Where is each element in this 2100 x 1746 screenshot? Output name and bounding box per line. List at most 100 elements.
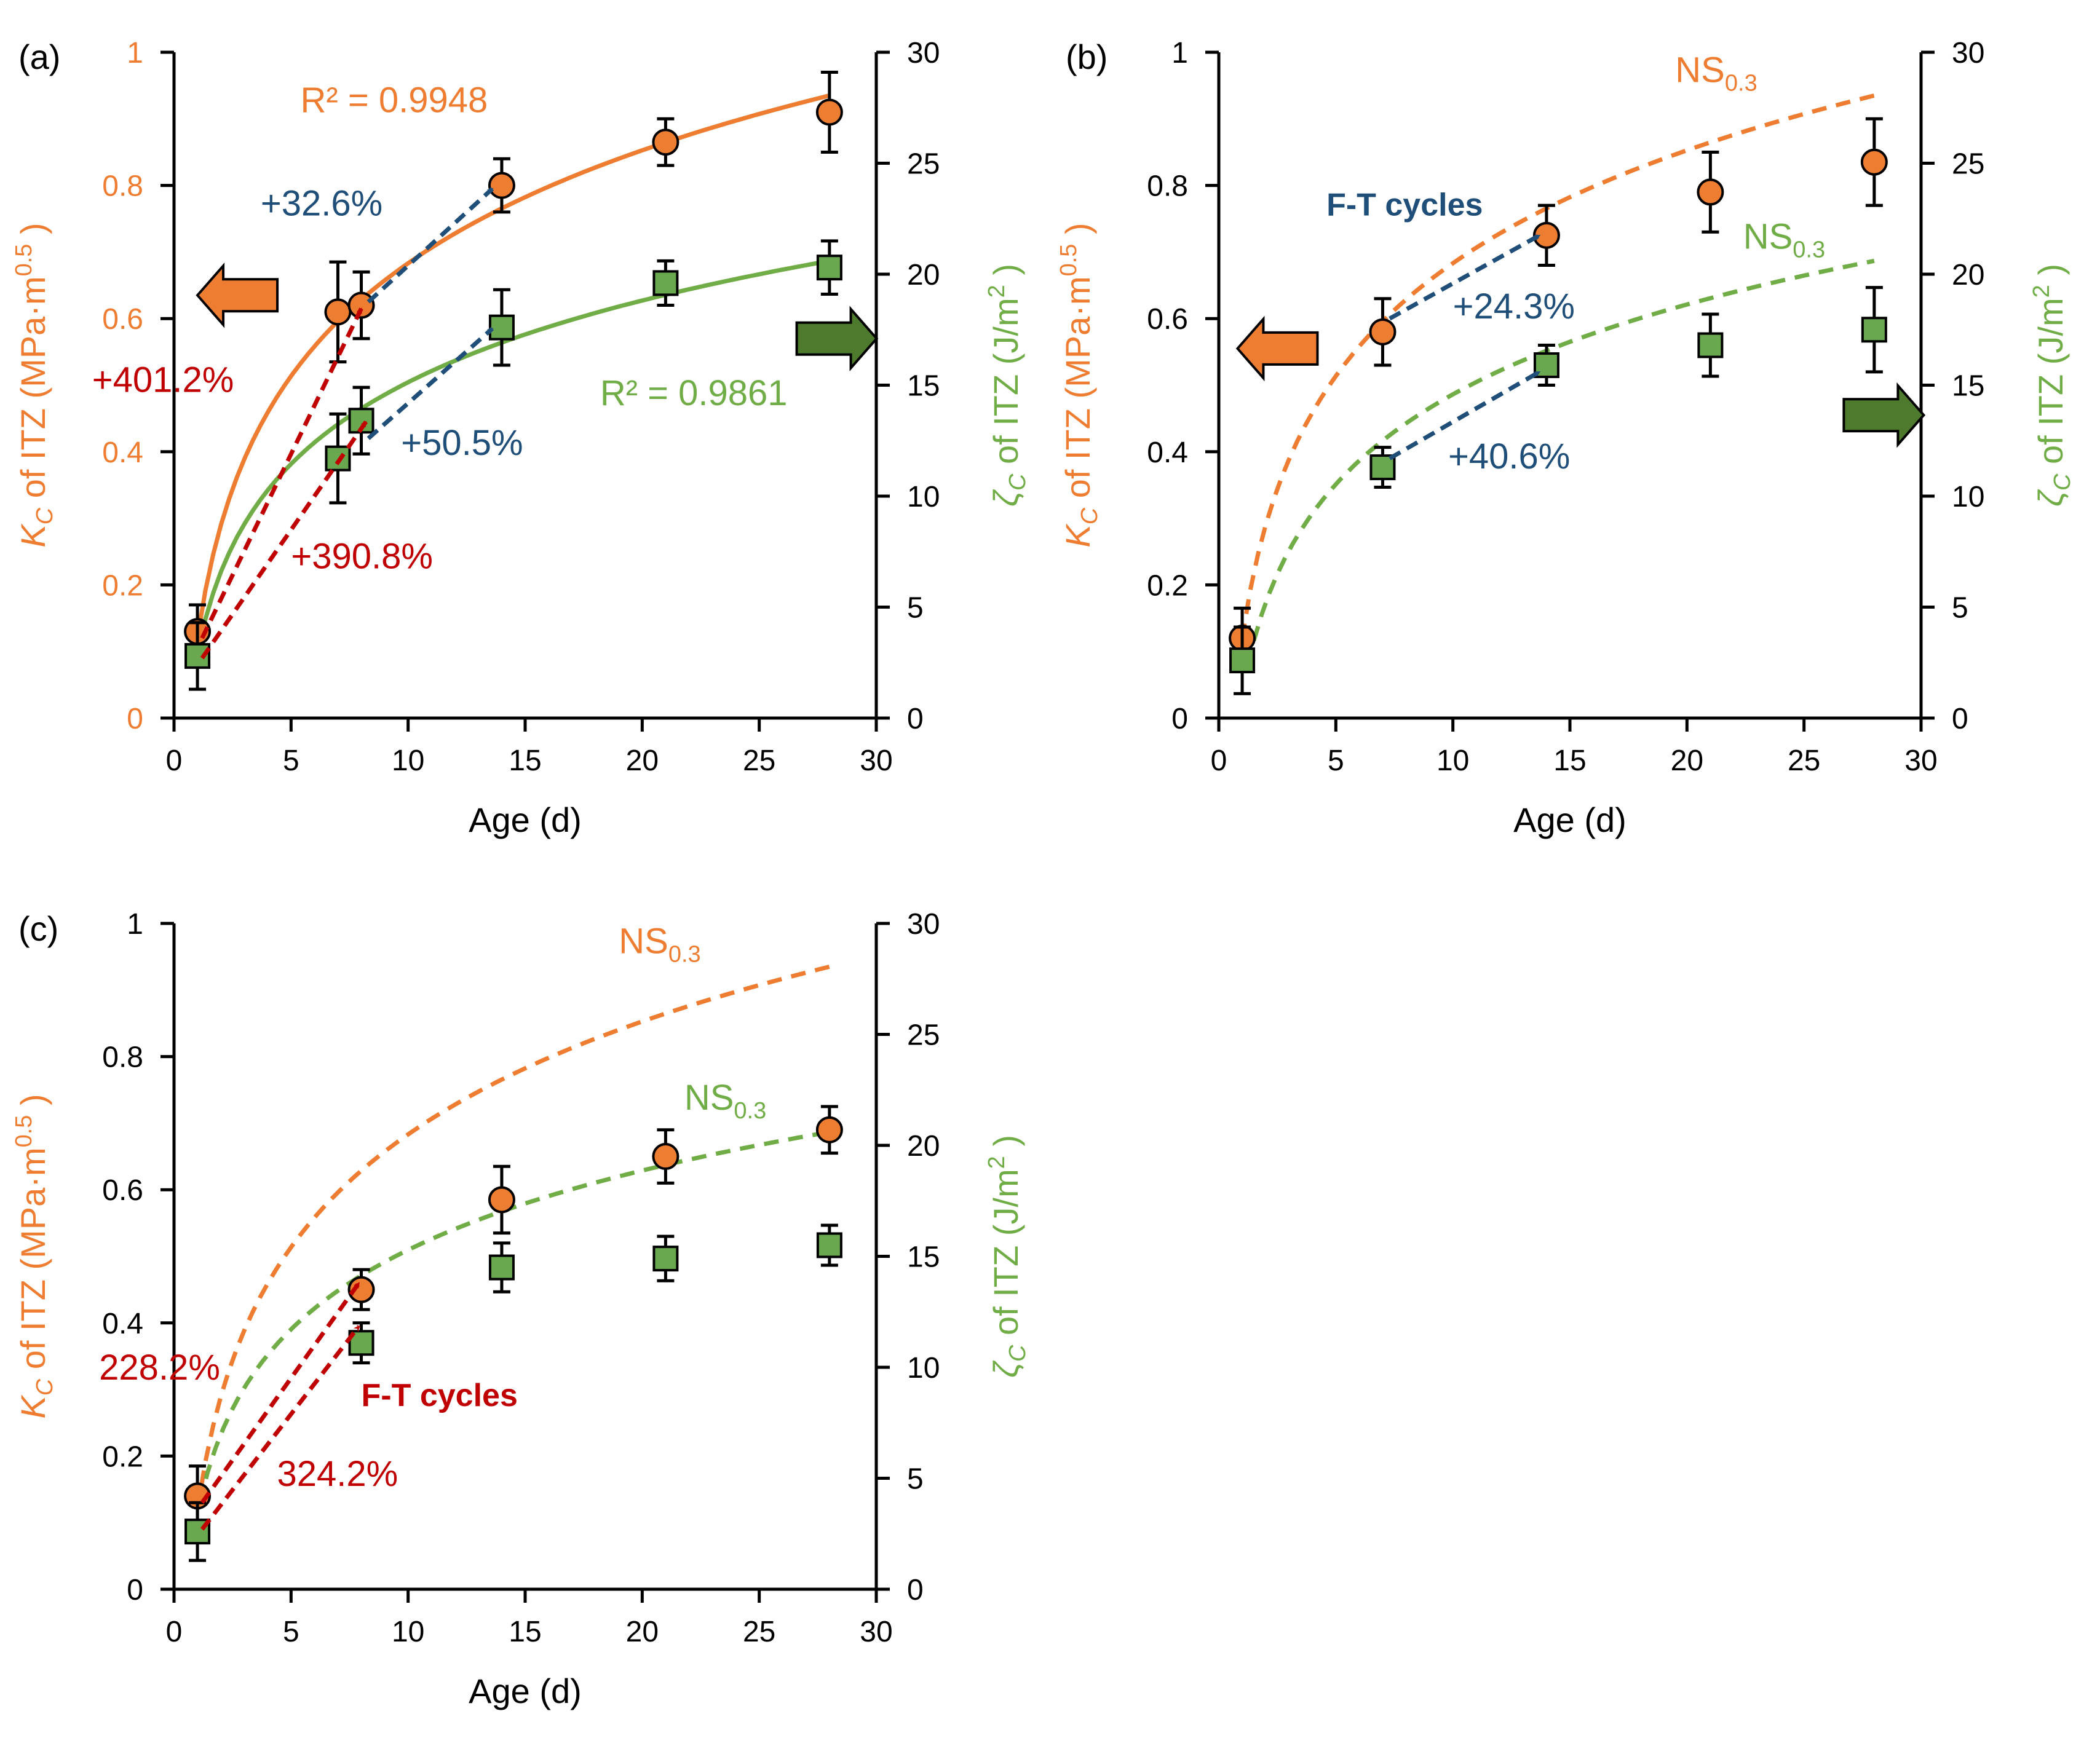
y-right-tick-label: 25 bbox=[1952, 148, 1984, 181]
annotation-text: F-T cycles bbox=[1326, 187, 1483, 223]
x-tick-label: 30 bbox=[860, 745, 892, 777]
y-left-tick-label: 0 bbox=[127, 1574, 143, 1606]
data-point-square bbox=[1861, 317, 1887, 343]
series-circle bbox=[184, 70, 843, 660]
y-axis-left-label: KC of ITZ (MPa·m0.5 ) bbox=[11, 223, 58, 547]
annotation-text: R² = 0.9948 bbox=[301, 80, 488, 120]
x-tick-label: 10 bbox=[392, 745, 424, 777]
x-tick-label: 15 bbox=[509, 1616, 541, 1648]
y-right-tick-label: 10 bbox=[1952, 481, 1984, 513]
x-tick-label: 20 bbox=[1671, 745, 1703, 777]
data-point-square bbox=[1697, 332, 1724, 358]
fit-curve-right bbox=[1251, 258, 1875, 641]
annotation-arrow bbox=[1389, 233, 1541, 321]
y-right-tick-label: 30 bbox=[907, 908, 940, 941]
y-right-tick-label: 5 bbox=[1952, 592, 1968, 625]
data-point-circle bbox=[1697, 178, 1724, 206]
y-left-tick-label: 0.4 bbox=[102, 1308, 143, 1340]
annotation-text: +390.8% bbox=[291, 536, 433, 576]
y-right-tick-label: 15 bbox=[1952, 370, 1984, 403]
annotation-text: +32.6% bbox=[261, 183, 382, 223]
y-left-tick-label: 0.2 bbox=[1147, 569, 1188, 602]
panel-label: (a) bbox=[18, 38, 60, 76]
data-point-square bbox=[184, 1519, 211, 1545]
block-arrow-right bbox=[1842, 382, 1926, 448]
x-tick-label: 10 bbox=[1436, 745, 1469, 777]
annotation-text: +24.3% bbox=[1453, 286, 1575, 326]
x-tick-label: 30 bbox=[860, 1616, 892, 1648]
y-left-tick-label: 0.2 bbox=[102, 569, 143, 602]
annotation-arrow bbox=[367, 326, 494, 440]
annotation-arrow bbox=[367, 187, 494, 304]
y-axis-left-label: KC of ITZ (MPa·m0.5 ) bbox=[11, 1094, 58, 1418]
y-right-tick-label: 10 bbox=[907, 481, 940, 513]
x-tick-label: 10 bbox=[392, 1616, 424, 1648]
x-tick-label: 25 bbox=[743, 745, 775, 777]
x-axis-label: Age (d) bbox=[1513, 800, 1627, 839]
y-left-tick-label: 1 bbox=[127, 37, 143, 69]
annotation-text: +50.5% bbox=[401, 423, 523, 463]
series-square bbox=[1229, 286, 1887, 695]
y-right-tick-label: 15 bbox=[907, 370, 940, 403]
y-left-tick-label: 0.4 bbox=[1147, 436, 1188, 469]
data-point-circle bbox=[1532, 221, 1560, 249]
annotation-arrow bbox=[1389, 369, 1541, 460]
x-tick-label: 5 bbox=[283, 745, 299, 777]
x-tick-label: 15 bbox=[509, 745, 541, 777]
panel-c: (c)0 5 10 15 20 25 3000.20.40.60.8105101520253… bbox=[11, 908, 1031, 1710]
x-tick-label: 25 bbox=[743, 1616, 775, 1648]
y-right-tick-label: 25 bbox=[907, 1019, 940, 1052]
x-tick-label: 0 bbox=[166, 1616, 183, 1648]
x-tick-label: 25 bbox=[1788, 745, 1820, 777]
annotation-text: 324.2% bbox=[277, 1454, 398, 1494]
y-right-tick-label: 10 bbox=[907, 1352, 940, 1385]
annotation-text: NS0.3 bbox=[1743, 216, 1825, 263]
fit-curve-left bbox=[195, 965, 830, 1510]
y-left-tick-label: 0.8 bbox=[1147, 170, 1188, 203]
y-right-tick-label: 30 bbox=[1952, 37, 1984, 69]
x-axis-label: Age (d) bbox=[469, 1672, 582, 1710]
series-circle bbox=[184, 1105, 843, 1528]
annotation-arrow bbox=[200, 1325, 361, 1531]
x-axis-label: Age (d) bbox=[469, 800, 582, 839]
y-right-tick-label: 20 bbox=[907, 259, 940, 291]
data-point-square bbox=[652, 270, 679, 296]
series-square bbox=[184, 239, 842, 691]
y-right-tick-label: 5 bbox=[907, 592, 924, 625]
annotation-text: NS0.3 bbox=[684, 1078, 766, 1124]
block-arrow-left bbox=[1235, 315, 1319, 382]
y-left-tick-label: 1 bbox=[127, 908, 143, 941]
panel-label: (c) bbox=[18, 909, 58, 948]
annotation-arrow bbox=[200, 421, 368, 660]
y-right-tick-label: 0 bbox=[1952, 703, 1968, 735]
panel-b: (b)0 5 10 15 20 25 3000.20.40.60.8105101520253… bbox=[1056, 37, 2075, 839]
y-right-tick-label: 0 bbox=[907, 703, 924, 735]
data-point-square bbox=[1229, 647, 1256, 674]
y-right-tick-label: 5 bbox=[907, 1463, 924, 1496]
x-tick-label: 30 bbox=[1904, 745, 1937, 777]
annotation-text: F-T cycles bbox=[362, 1378, 518, 1413]
annotation-arrow bbox=[200, 307, 363, 639]
data-point-circle bbox=[652, 128, 680, 156]
annotation-text: +401.2% bbox=[92, 360, 234, 400]
series-square bbox=[184, 1223, 842, 1562]
block-arrow-left bbox=[196, 262, 279, 328]
y-right-tick-label: 30 bbox=[907, 37, 940, 69]
y-left-tick-label: 0.8 bbox=[102, 1041, 143, 1074]
x-tick-label: 20 bbox=[626, 1616, 659, 1648]
y-axis-right-label: ζC of ITZ (J/m2 ) bbox=[984, 1135, 1031, 1378]
y-left-tick-label: 0.6 bbox=[1147, 303, 1188, 336]
data-point-square bbox=[325, 445, 351, 472]
data-point-square bbox=[816, 1232, 842, 1258]
panel-a: (a)0 5 10 15 20 25 3000.20.40.60.8105101520253… bbox=[11, 37, 1031, 839]
data-point-square bbox=[816, 255, 842, 281]
y-left-tick-label: 0.8 bbox=[102, 170, 143, 203]
data-point-circle bbox=[488, 1186, 515, 1214]
x-tick-label: 0 bbox=[1211, 745, 1227, 777]
fit-curve-right bbox=[197, 1129, 830, 1504]
y-right-tick-label: 15 bbox=[907, 1241, 940, 1274]
y-left-tick-label: 0 bbox=[1171, 703, 1188, 735]
